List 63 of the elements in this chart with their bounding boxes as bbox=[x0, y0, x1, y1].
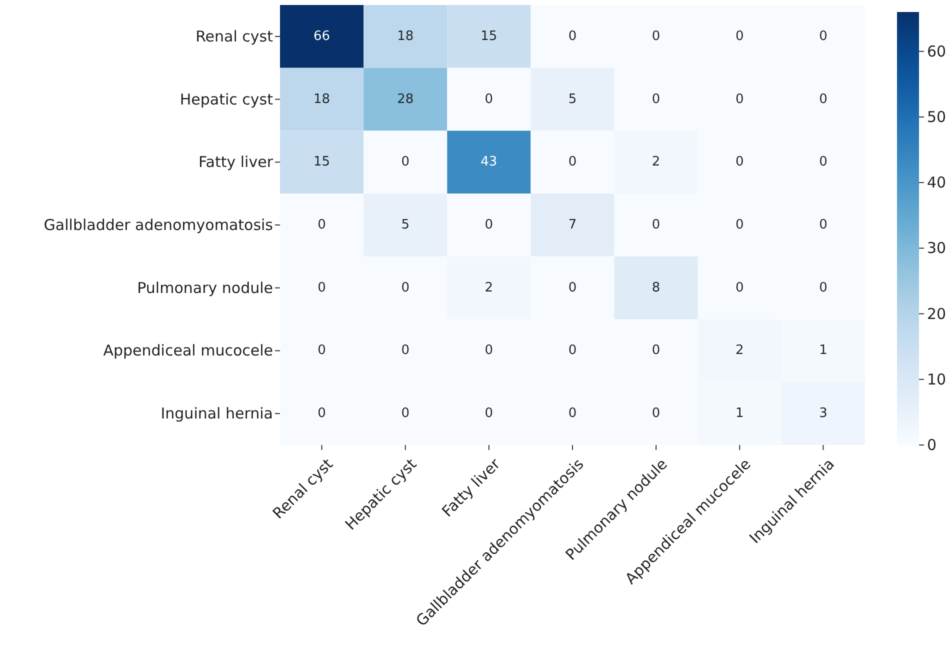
color-bar-label: 40 bbox=[927, 174, 946, 192]
data-label: 0 bbox=[652, 343, 660, 358]
color-bar-label: 0 bbox=[927, 436, 937, 454]
data-label: 0 bbox=[736, 154, 744, 170]
data-label: 0 bbox=[484, 343, 494, 358]
data-label: 5 bbox=[401, 218, 410, 232]
data-label: 1 bbox=[819, 343, 828, 358]
data-label: 0 bbox=[318, 406, 326, 422]
data-label: 0 bbox=[819, 154, 828, 170]
data-label: 15 bbox=[480, 28, 498, 44]
data-label: 66 bbox=[314, 28, 330, 44]
data-label: 0 bbox=[401, 154, 410, 170]
data-label: 0 bbox=[652, 28, 660, 44]
data-label: 0 bbox=[318, 218, 326, 232]
data-label: 2 bbox=[652, 154, 660, 170]
data-label: 2 bbox=[736, 343, 744, 358]
data-label: 0 bbox=[736, 280, 744, 296]
color-bar-label: 10 bbox=[927, 370, 946, 388]
data-label: 0 bbox=[736, 92, 744, 107]
data-label: 18 bbox=[397, 28, 414, 44]
data-label: 0 bbox=[318, 280, 326, 296]
color-bar-label: 20 bbox=[927, 304, 946, 323]
y-tick-label: Inguinal hernia bbox=[160, 404, 273, 423]
data-label: 2 bbox=[484, 280, 494, 296]
y-tick-label: Pulmonary nodule bbox=[137, 278, 273, 297]
data-label: 18 bbox=[314, 92, 330, 107]
data-label: 1 bbox=[736, 406, 744, 422]
data-label: 0 bbox=[484, 406, 494, 422]
y-tick-label: Renal cyst bbox=[196, 27, 274, 46]
data-label: 0 bbox=[401, 280, 410, 296]
data-label: 0 bbox=[401, 406, 410, 422]
y-tick-label: Gallbladder adenomyomatosis bbox=[44, 216, 274, 234]
data-label: 0 bbox=[819, 280, 828, 296]
y-tick-label: Fatty liver bbox=[198, 153, 274, 172]
data-label: 0 bbox=[318, 343, 326, 358]
data-label: 0 bbox=[568, 154, 577, 170]
data-label: 0 bbox=[568, 343, 577, 358]
data-label: 0 bbox=[652, 218, 660, 232]
data-label: 0 bbox=[652, 92, 660, 107]
color-bar-label: 50 bbox=[927, 108, 946, 126]
color-bar-label: 30 bbox=[927, 239, 946, 258]
data-label: 0 bbox=[484, 218, 494, 232]
data-label: 0 bbox=[736, 28, 744, 44]
data-label: 28 bbox=[397, 92, 414, 107]
data-label: 0 bbox=[819, 28, 828, 44]
data-label: 7 bbox=[568, 218, 577, 232]
data-label: 0 bbox=[568, 28, 577, 44]
data-label: 0 bbox=[819, 218, 828, 232]
data-label: 8 bbox=[652, 280, 660, 296]
data-label: 3 bbox=[819, 406, 828, 422]
data-label: 15 bbox=[314, 154, 330, 170]
data-label: 0 bbox=[484, 92, 494, 107]
data-label: 0 bbox=[568, 406, 577, 422]
y-tick-label: Hepatic cyst bbox=[180, 90, 274, 108]
data-label: 43 bbox=[480, 154, 498, 170]
data-label: 0 bbox=[568, 280, 577, 296]
data-label: 0 bbox=[819, 92, 828, 107]
data-label: 5 bbox=[568, 92, 577, 107]
data-label: 0 bbox=[736, 218, 744, 232]
data-label: 0 bbox=[652, 406, 660, 422]
color-bar-label: 60 bbox=[927, 42, 946, 60]
y-tick-label: Appendiceal mucocele bbox=[103, 342, 273, 360]
data-label: 0 bbox=[401, 343, 410, 358]
